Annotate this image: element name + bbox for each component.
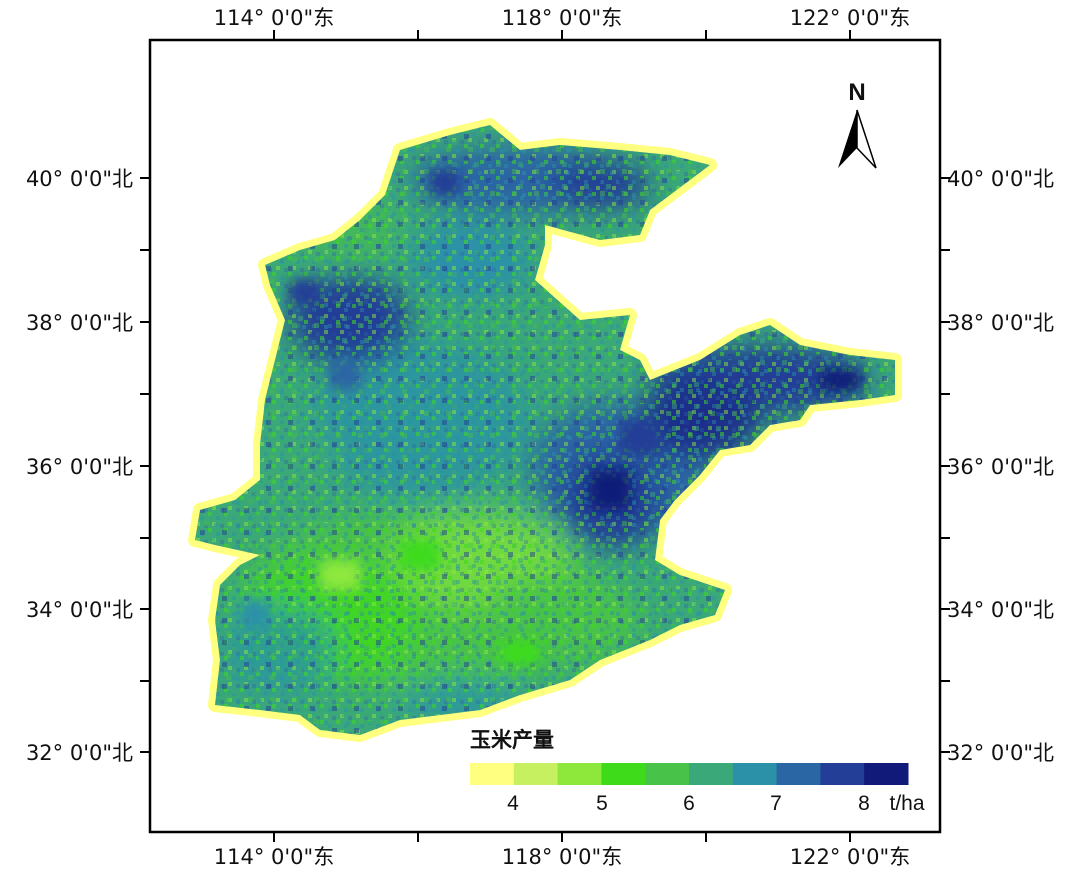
bottom-lon-label-114: 114° 0'0"东 — [214, 845, 334, 869]
top-ticks — [273, 30, 851, 40]
north-arrow: N — [838, 79, 877, 169]
left-lat-label-34: 34° 0'0"北 — [26, 598, 133, 622]
legend-tick-8: 8 — [858, 792, 870, 815]
north-arrow-right-half — [856, 109, 877, 169]
legend-colorbar — [470, 763, 909, 785]
north-label: N — [848, 79, 865, 106]
legend-swatch — [820, 763, 865, 785]
top-lon-label-118: 118° 0'0"东 — [502, 6, 622, 30]
top-lon-label-122: 122° 0'0"东 — [790, 6, 910, 30]
bottom-ticks — [273, 832, 851, 842]
legend-title: 玉米产量 — [470, 728, 554, 752]
right-ticks — [940, 177, 950, 753]
right-lat-label-38: 38° 0'0"北 — [947, 311, 1054, 335]
left-lat-label-38: 38° 0'0"北 — [26, 311, 133, 335]
right-lat-label-32: 32° 0'0"北 — [947, 741, 1054, 765]
legend-swatch — [513, 763, 559, 785]
left-lat-label-36: 36° 0'0"北 — [26, 455, 133, 479]
bottom-lon-label-122: 122° 0'0"东 — [790, 845, 910, 869]
top-lon-label-114: 114° 0'0"东 — [214, 6, 334, 30]
right-lat-label-36: 36° 0'0"北 — [947, 455, 1054, 479]
legend-tick-5: 5 — [596, 792, 608, 815]
legend-unit: t/ha — [889, 792, 924, 815]
legend-tick-6: 6 — [683, 792, 695, 815]
north-arrow-left-half — [838, 110, 857, 168]
legend-swatch — [689, 763, 734, 785]
legend-swatch — [601, 763, 646, 785]
legend-tick-4: 4 — [507, 792, 519, 815]
left-lat-label-32: 32° 0'0"北 — [26, 741, 133, 765]
left-ticks — [140, 177, 150, 753]
legend-swatch — [776, 763, 821, 785]
legend-swatch — [645, 763, 690, 785]
legend-tick-7: 7 — [770, 792, 782, 815]
left-lat-label-40: 40° 0'0"北 — [26, 167, 133, 191]
legend-swatch — [557, 763, 602, 785]
legend-swatch — [732, 763, 778, 785]
legend-swatch — [470, 763, 515, 785]
legend: 玉米产量 4 5 6 7 8 t/ha — [470, 728, 925, 815]
right-lat-label-34: 34° 0'0"北 — [947, 598, 1054, 622]
bottom-lon-label-118: 118° 0'0"东 — [502, 845, 622, 869]
legend-swatch — [864, 763, 909, 785]
right-lat-label-40: 40° 0'0"北 — [947, 167, 1054, 191]
